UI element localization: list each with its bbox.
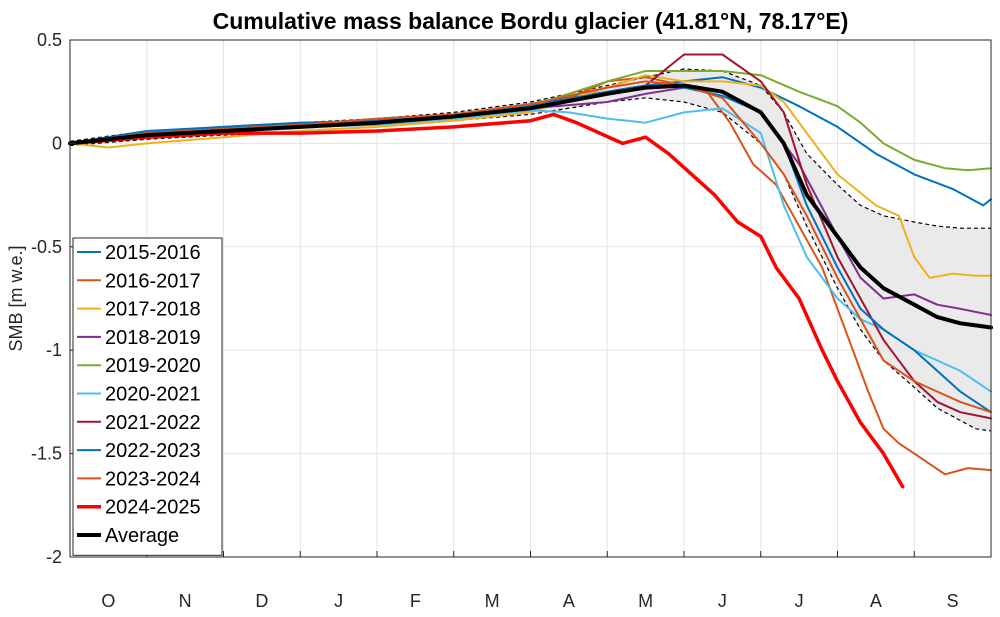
legend: 2015-2016 2016-2017 2017-2018 2018-2019 2019… — [72, 237, 223, 556]
x-tick-label: J — [795, 591, 804, 611]
x-tick-label: D — [255, 591, 268, 611]
series-lines — [68, 53, 993, 489]
x-tick-label: M — [485, 591, 500, 611]
y-tick-label: 0 — [52, 133, 62, 153]
legend-entry-label: 2017-2018 — [105, 299, 201, 321]
y-tick-label: -0.5 — [31, 237, 62, 257]
y-tick-label: -1.5 — [31, 444, 62, 464]
axes: 0.5 0 -0.5 -1 -1.5 -2 O N D J F M A M J J A S — [31, 30, 992, 611]
x-tick-label: J — [334, 591, 343, 611]
x-tick-label: A — [563, 591, 575, 611]
y-tick-label: 0.5 — [37, 30, 62, 50]
legend-entry-label: 2023-2024 — [105, 468, 201, 490]
legend-entry-label: 2018-2019 — [105, 327, 201, 349]
chart-title: Cumulative mass balance Bordu glacier (4… — [213, 8, 849, 34]
legend-entry-label: 2020-2021 — [105, 384, 201, 406]
x-tick-label: O — [101, 591, 115, 611]
x-tick-label: F — [410, 591, 421, 611]
band-upper-bound — [69, 68, 991, 229]
legend-entry-label: 2024-2025 — [105, 497, 201, 519]
x-tick-label: N — [179, 591, 192, 611]
legend-entry-label: Average — [105, 525, 179, 547]
legend-entry-label: 2016-2017 — [105, 270, 201, 292]
x-tick-label: S — [947, 591, 959, 611]
y-tick-label: -2 — [46, 547, 62, 567]
x-tick-label: M — [638, 591, 653, 611]
x-tick-label: A — [870, 591, 882, 611]
x-tick-label: J — [718, 591, 727, 611]
y-tick-label: -1 — [46, 340, 62, 360]
legend-entry-label: 2019-2020 — [105, 355, 201, 377]
legend-entry-label: 2022-2023 — [105, 440, 201, 462]
series-line-2023-2024 — [69, 80, 992, 414]
legend-box — [72, 237, 223, 556]
series-line-average — [68, 83, 993, 330]
y-axis-label: SMB [m w.e.] — [6, 245, 26, 351]
legend-entry-label: 2015-2016 — [105, 242, 201, 264]
series-line-2024-2025 — [68, 112, 905, 489]
legend-entry-label: 2021-2022 — [105, 412, 201, 434]
